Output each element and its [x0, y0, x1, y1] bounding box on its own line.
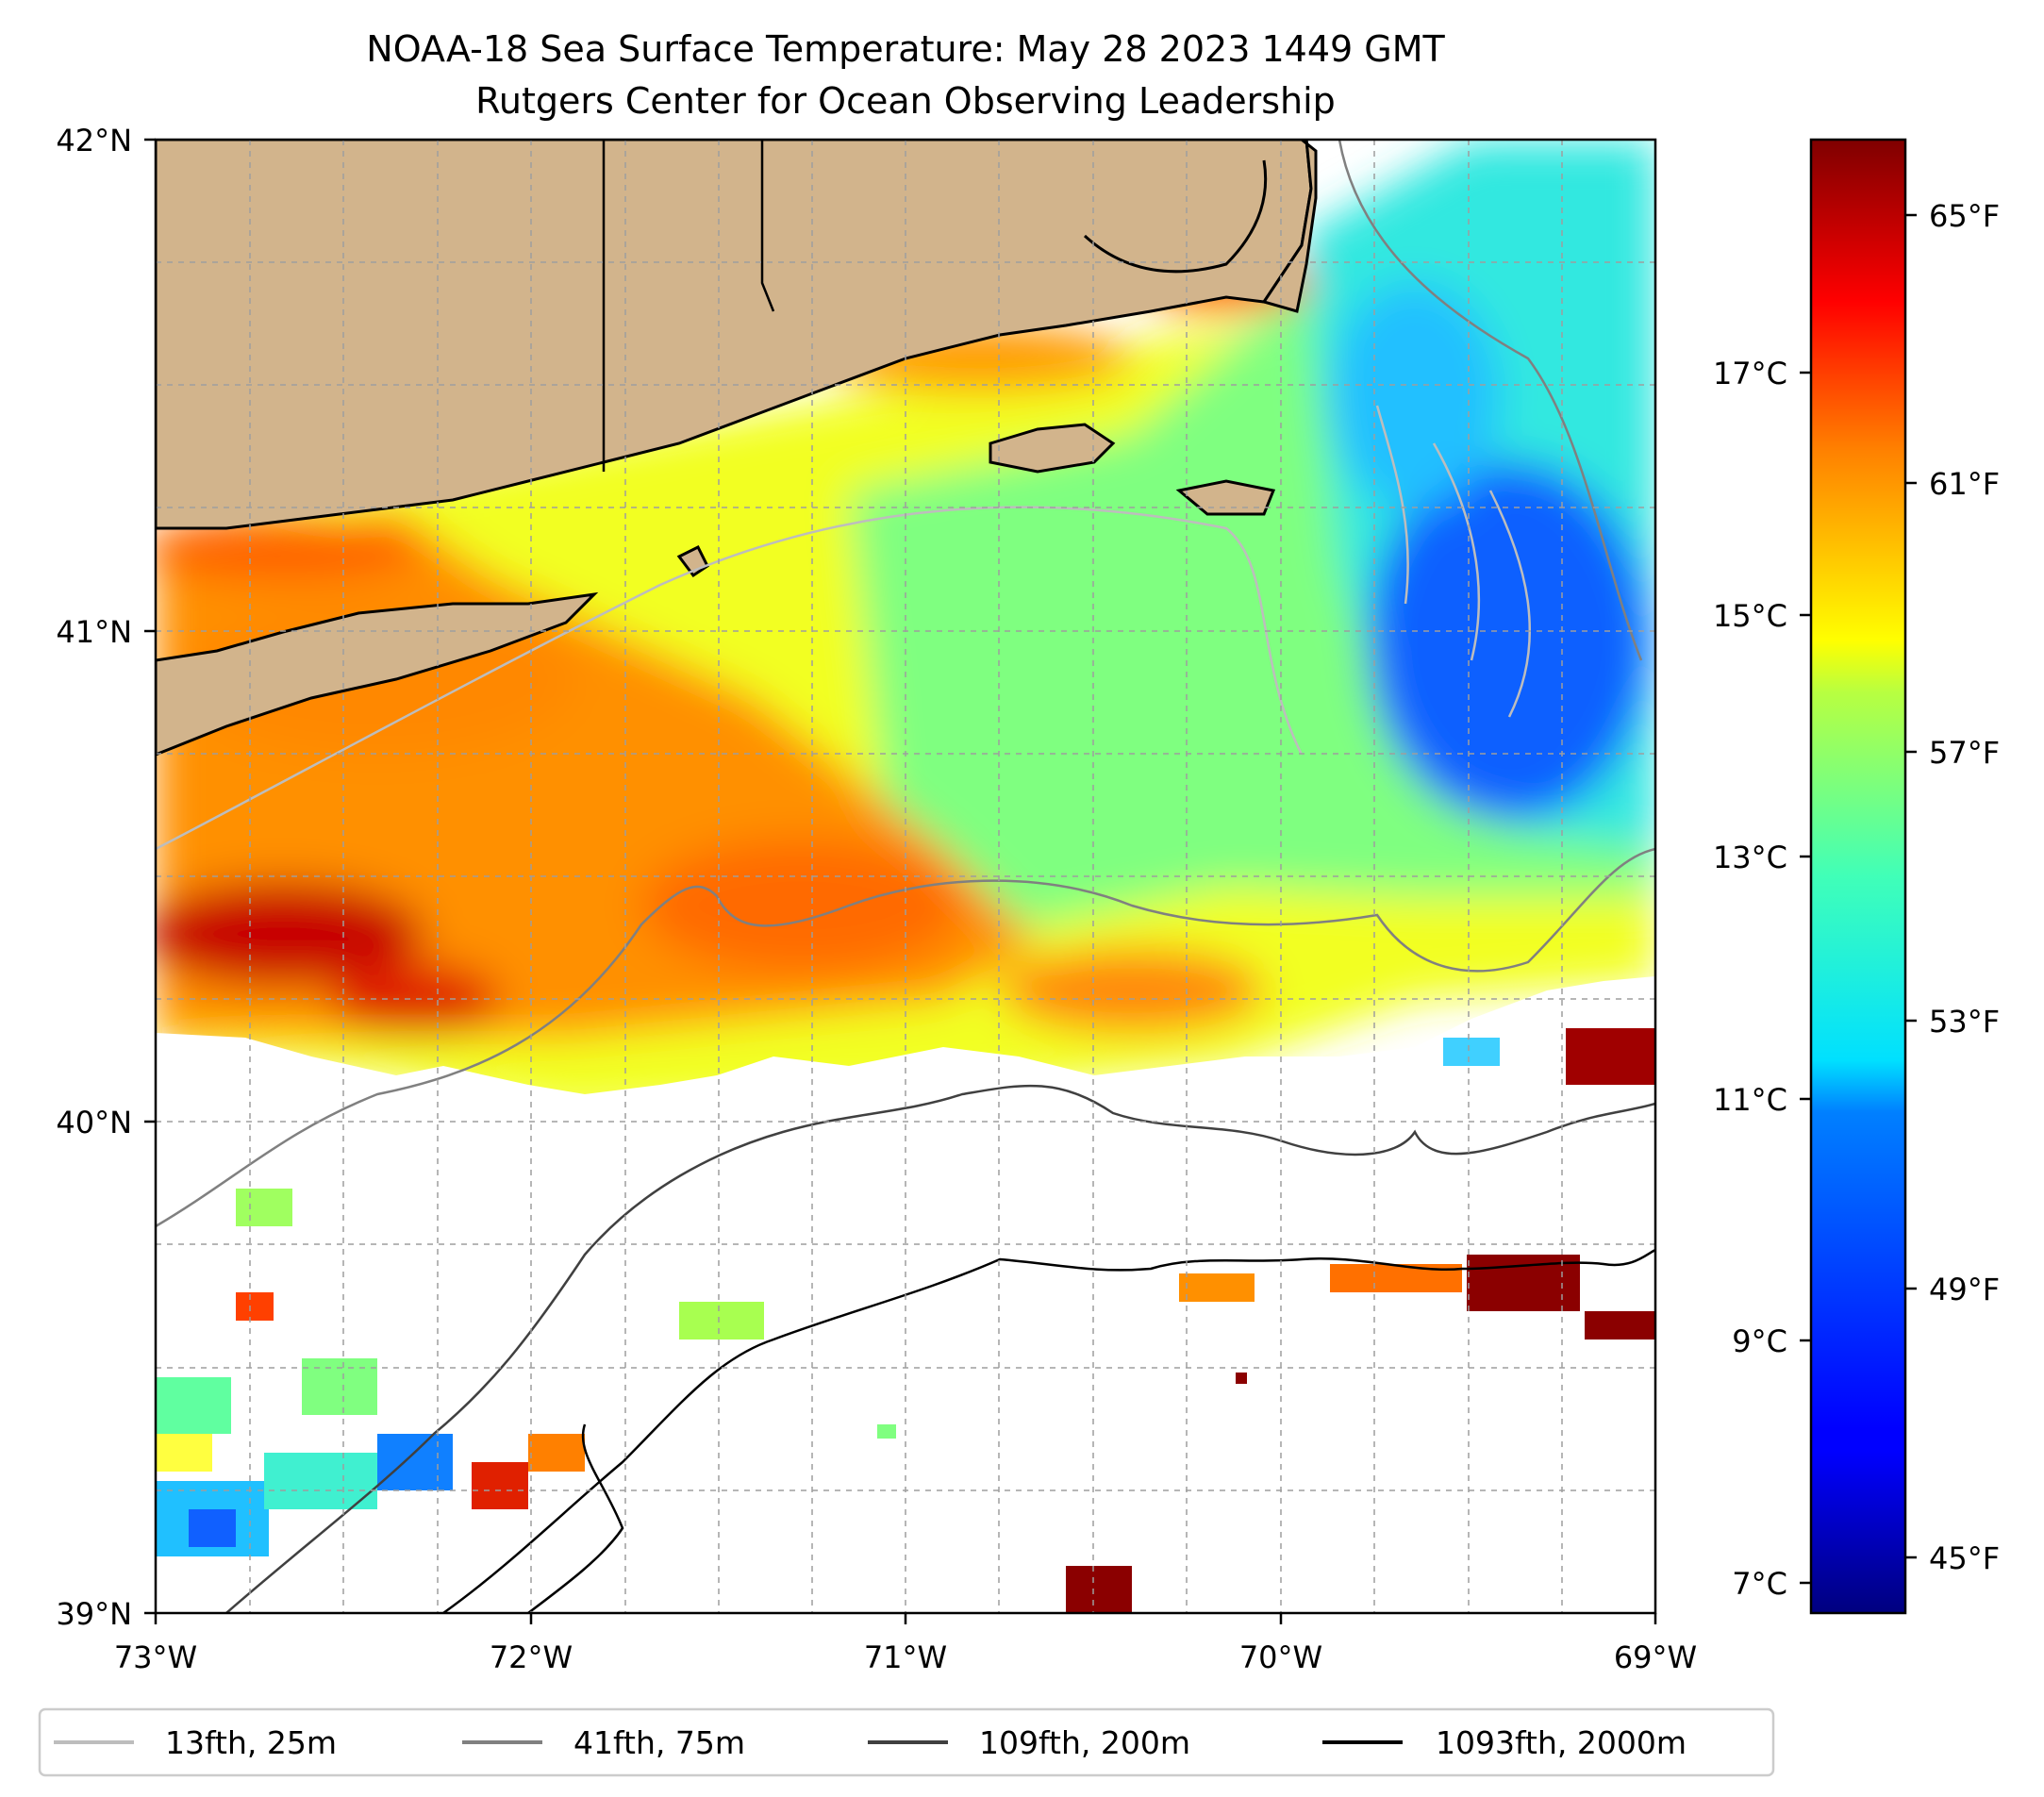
legend-label: 13fth, 25m	[165, 1724, 337, 1761]
x-tick-label: 69°W	[1614, 1639, 1697, 1675]
colorbar-celsius-tick: 15°C	[1713, 598, 1787, 634]
map-area	[156, 140, 1655, 1613]
colorbar-fahrenheit-tick: 49°F	[1929, 1272, 2000, 1307]
legend-item: 41fth, 75m	[462, 1724, 745, 1761]
contour-25m	[156, 405, 1531, 851]
colorbar-gradient	[1809, 138, 1907, 1615]
x-tick-label: 72°W	[490, 1639, 573, 1675]
contour-2000m	[442, 1248, 1655, 1613]
axis-ticks	[144, 138, 1657, 1624]
colorbar-celsius-tick: 11°C	[1713, 1082, 1787, 1118]
y-tick-label: 40°N	[56, 1105, 132, 1140]
legend-item: 109fth, 200m	[868, 1724, 1190, 1761]
x-tick-label: 73°W	[114, 1639, 197, 1675]
gridlines	[156, 140, 1655, 1613]
x-tick-labels: 73°W 72°W 71°W 70°W 69°W	[114, 1639, 1697, 1675]
legend-item: 1093fth, 2000m	[1322, 1724, 1687, 1761]
state-border-ri-ma	[760, 140, 775, 312]
y-tick-label: 41°N	[56, 614, 132, 650]
colorbar: 17°C 15°C 13°C 11°C 9°C 7°C 65°F 61°F 57…	[1713, 138, 2000, 1615]
cape-cod-shore	[1083, 159, 1268, 274]
y-tick-label: 42°N	[56, 123, 132, 158]
colorbar-fahrenheit-tick: 65°F	[1929, 198, 2000, 234]
y-tick-labels: 42°N 41°N 40°N 39°N	[56, 123, 132, 1632]
colorbar-celsius-tick: 17°C	[1713, 356, 1787, 391]
legend-label: 109fth, 200m	[979, 1724, 1190, 1761]
legend-label: 41fth, 75m	[573, 1724, 745, 1761]
contour-legend: 13fth, 25m 41fth, 75m 109fth, 200m 1093f…	[38, 1707, 1775, 1777]
x-tick-label: 70°W	[1239, 1639, 1322, 1675]
map-title-line1: NOAA-18 Sea Surface Temperature: May 28 …	[366, 28, 1445, 70]
colorbar-celsius-tick: 13°C	[1713, 840, 1787, 875]
legend-label: 1093fth, 2000m	[1436, 1724, 1687, 1761]
contour-200m	[225, 1084, 1655, 1613]
contour-75m	[156, 140, 1655, 1228]
land	[156, 140, 1318, 757]
x-tick-label: 71°W	[864, 1639, 947, 1675]
legend-item: 13fth, 25m	[54, 1724, 337, 1761]
colorbar-fahrenheit-tick: 61°F	[1929, 466, 2000, 502]
colorbar-fahrenheit-tick: 53°F	[1929, 1004, 2000, 1040]
colorbar-celsius-tick: 7°C	[1732, 1566, 1787, 1602]
colorbar-fahrenheit-tick: 57°F	[1929, 735, 2000, 771]
colorbar-fahrenheit-tick: 45°F	[1929, 1540, 2000, 1576]
y-tick-label: 39°N	[56, 1596, 132, 1632]
colorbar-celsius-tick: 9°C	[1732, 1323, 1787, 1359]
map-title-line2: Rutgers Center for Ocean Observing Leade…	[475, 80, 1336, 122]
